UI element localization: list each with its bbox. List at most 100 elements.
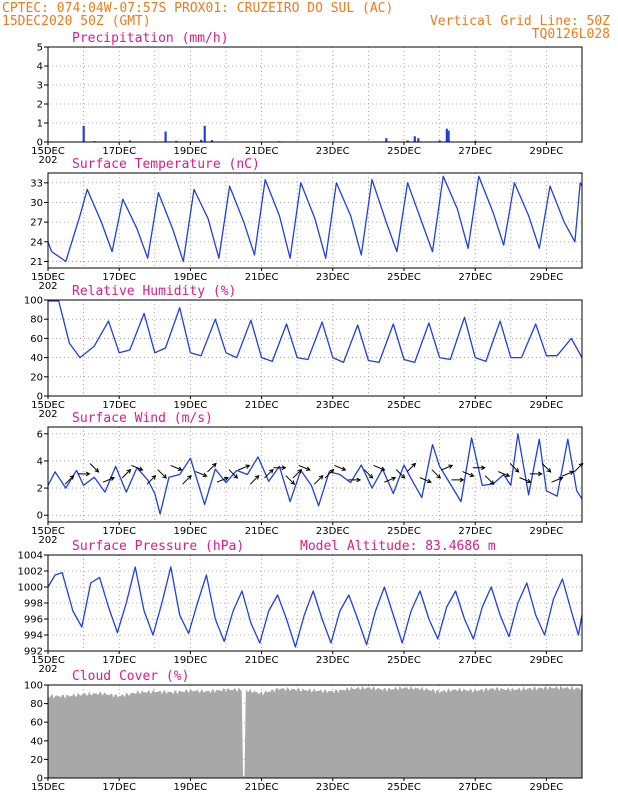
panel-frame <box>47 684 583 779</box>
wind-arrow <box>462 471 475 478</box>
y-tick-label: 4 <box>37 62 43 73</box>
wind-arrow <box>170 464 183 471</box>
wind-arrow <box>384 476 397 483</box>
precip-bar <box>175 140 178 142</box>
precip-bar <box>164 131 167 142</box>
series-line <box>47 433 583 515</box>
y-tick-label: 30 <box>30 198 43 209</box>
wind-arrow <box>285 475 296 485</box>
y-tick-label: 20 <box>30 372 43 383</box>
panels: Precipitation (mm/h) 0 1 2 3 4 5 15DEC 17DEC 19DE… <box>18 31 584 793</box>
panel-title: Relative Humidity (%) <box>72 284 236 299</box>
x-tick-label: 29DEC <box>530 272 564 283</box>
wind-arrow <box>472 465 486 471</box>
panel-1: Precipitation (mm/h) 0 1 2 3 4 5 15DEC 17DEC 19DE… <box>31 31 583 166</box>
wind-arrow <box>562 470 575 477</box>
x-tick-label: 29DEC <box>530 655 564 666</box>
y-tick-label: 3 <box>37 81 43 92</box>
y-tick-label: 2 <box>37 100 43 111</box>
x-tick-label: 19DEC <box>174 272 208 283</box>
panel-6: Cloud Cover (%) 0 20 40 60 80 100 15DEC 17DEC 19D… <box>24 669 583 793</box>
y-tick-label: 24 <box>30 237 43 248</box>
x-tick-label: 19DEC <box>174 655 208 666</box>
panel-frame <box>47 172 583 269</box>
y-tick-label: 5 <box>37 43 43 54</box>
wind-arrow <box>373 464 386 471</box>
y-tick-label: 27 <box>30 218 43 229</box>
x-tick-label: 23DEC <box>316 782 350 793</box>
header-station: CPTEC: 074:04W-07:57S PROX01: CRUZEIRO D… <box>2 1 393 16</box>
precip-bar <box>385 138 388 142</box>
y-tick-label: 0 <box>37 392 43 403</box>
y-tick-label: 33 <box>30 178 43 189</box>
y-tick-label: 2 <box>37 484 43 495</box>
x-tick-label: 17DEC <box>102 526 136 537</box>
wind-arrow <box>497 471 511 478</box>
x-tick-label: 17DEC <box>102 400 136 411</box>
wind-arrow <box>249 474 260 485</box>
wind-arrow <box>238 464 251 471</box>
x-tick-label: 15DEC <box>31 526 65 537</box>
y-tick-label: 998 <box>24 599 43 610</box>
y-tick-label: 994 <box>24 631 43 642</box>
y-tick-label: 21 <box>30 257 43 268</box>
x-tick-label: 25DEC <box>387 782 421 793</box>
precip-bar <box>417 138 420 142</box>
x-tick-label: 15DEC <box>31 146 65 157</box>
wind-arrow <box>519 477 532 484</box>
panel-frame <box>47 426 583 523</box>
x-tick-label: 29DEC <box>530 782 564 793</box>
precip-bar <box>128 140 132 142</box>
panel-title: Surface Wind (m/s) <box>72 411 213 426</box>
wind-arrow <box>509 463 520 473</box>
x-tick-label: 21DEC <box>245 526 279 537</box>
x-tick-label: 25DEC <box>387 272 421 283</box>
panel-annotation: Model Altitude: 83.4686 m <box>300 539 496 554</box>
x-tick-label: 27DEC <box>458 272 492 283</box>
y-tick-label: 80 <box>30 315 43 326</box>
x-tick-label: 19DEC <box>174 146 208 157</box>
header-grid-line: Vertical Grid Line: 50Z <box>430 14 610 29</box>
wind-arrow <box>131 464 144 471</box>
panel-frame <box>47 46 583 143</box>
panel-title: Surface Temperature (nC) <box>72 157 260 172</box>
precip-bar <box>82 125 85 142</box>
precip-bar <box>438 140 441 142</box>
y-tick-label: 996 <box>24 615 43 626</box>
panel-frame <box>47 299 583 397</box>
x-tick-label: 15DEC <box>31 655 65 666</box>
wind-arrow <box>146 474 157 485</box>
y-tick-label: 0 <box>37 774 43 785</box>
wind-arrow <box>451 477 465 483</box>
y-tick-label: 1 <box>37 119 43 130</box>
wind-arrow <box>406 462 417 473</box>
x-tick-label: 17DEC <box>102 655 136 666</box>
wind-arrow <box>207 462 217 473</box>
precip-bar <box>474 140 477 142</box>
x-tick-label: 27DEC <box>458 526 492 537</box>
cloud-area <box>48 685 582 778</box>
precip-bar <box>210 140 213 142</box>
x-year-label: 202 <box>38 155 57 166</box>
y-tick-label: 40 <box>30 353 43 364</box>
wind-arrow <box>363 469 374 479</box>
precip-bar <box>445 128 448 142</box>
wind-arrow <box>77 471 91 477</box>
series-line <box>48 300 583 364</box>
x-tick-label: 19DEC <box>174 782 208 793</box>
wind-arrow <box>419 477 432 484</box>
wind-arrow <box>395 469 406 479</box>
y-tick-label: 40 <box>30 736 43 747</box>
x-tick-label: 21DEC <box>245 272 279 283</box>
precip-bar <box>203 125 206 142</box>
panel-4: Surface Wind (m/s) 0 2 4 6 15DEC 17DEC 19DEC 21D… <box>31 411 584 546</box>
wind-arrow <box>348 477 362 483</box>
x-tick-label: 21DEC <box>245 782 279 793</box>
y-tick-label: 60 <box>30 334 43 345</box>
wind-arrow <box>324 468 335 479</box>
panel-title: Precipitation (mm/h) <box>72 31 229 46</box>
wind-arrow <box>334 464 347 471</box>
y-tick-label: 100 <box>24 681 43 692</box>
wind-arrow <box>102 476 116 483</box>
